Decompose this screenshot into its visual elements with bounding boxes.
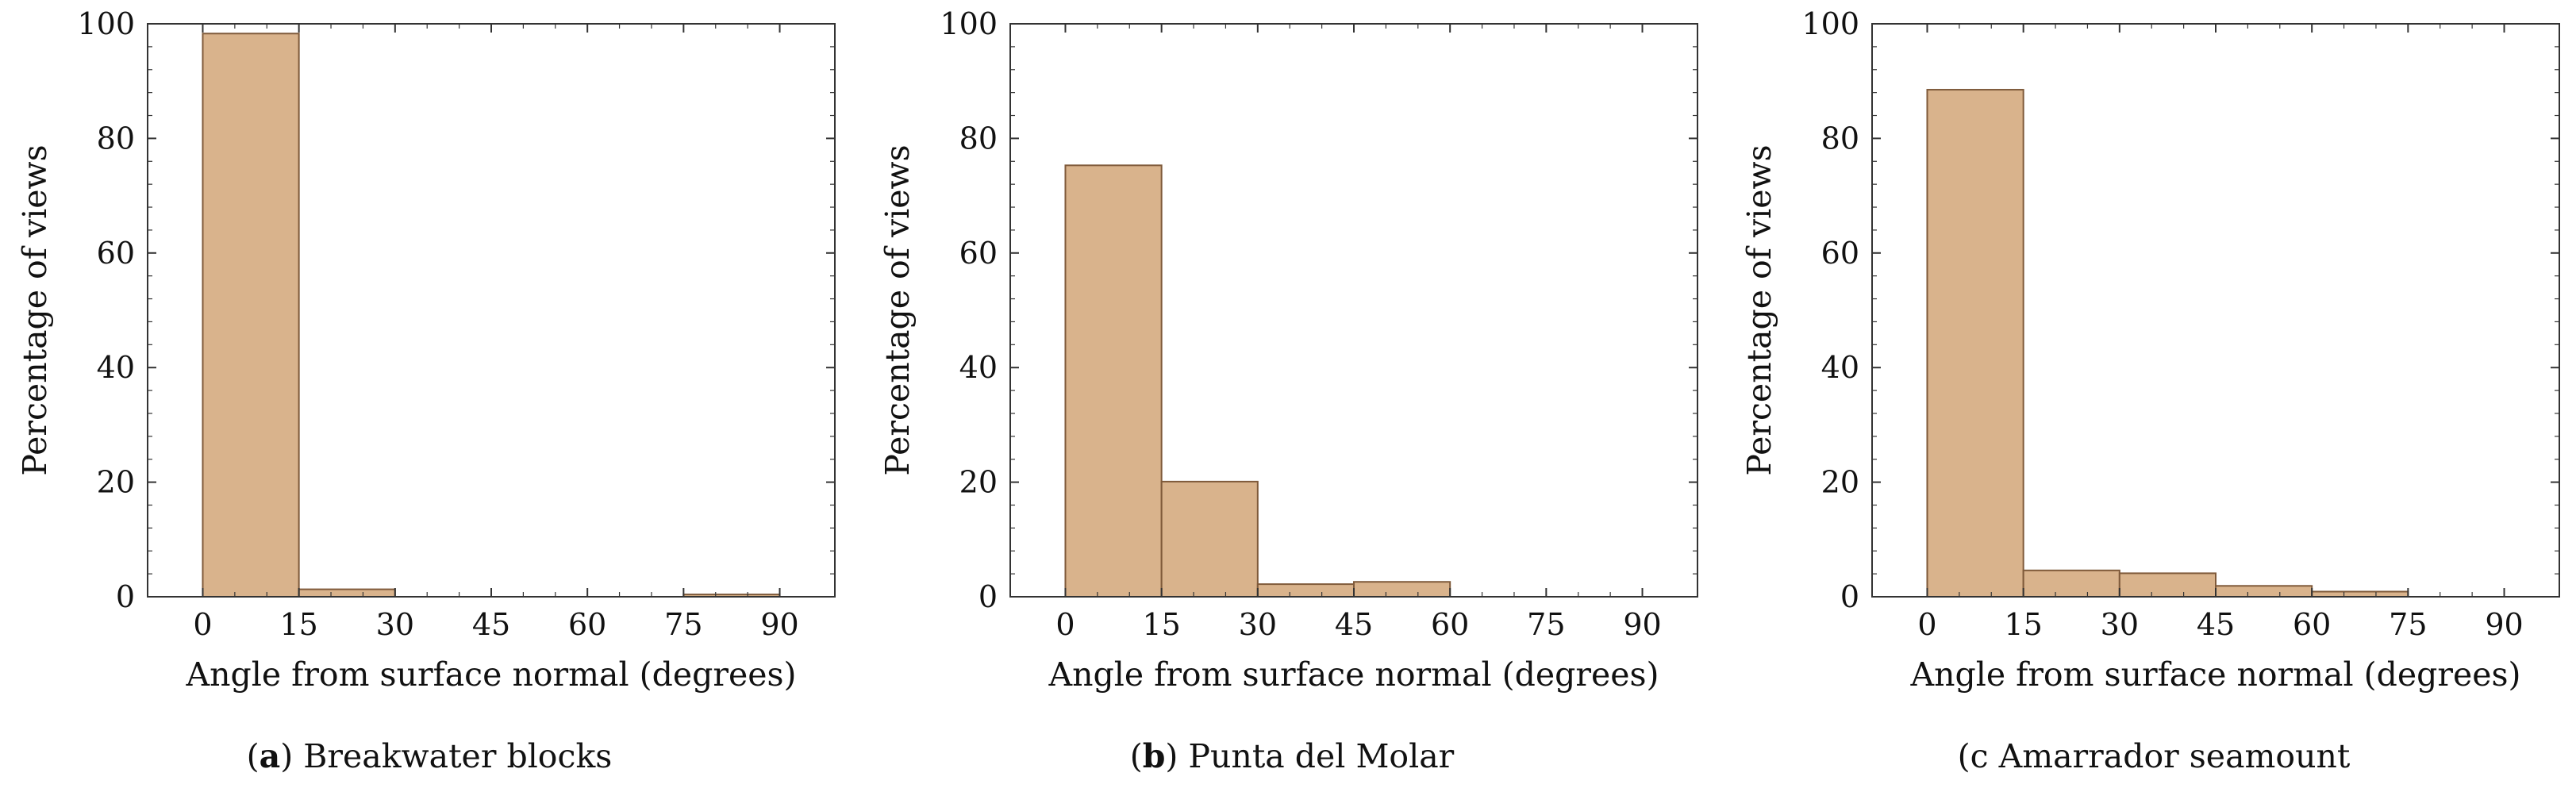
- y-tick-label: 60: [959, 236, 998, 271]
- y-tick-label: 80: [97, 121, 135, 156]
- caption-a: (a) Breakwater blocks: [0, 736, 859, 776]
- caption-b: (b) Punta del Molar: [863, 736, 1721, 776]
- x-tick-label: 30: [2101, 607, 2139, 642]
- caption-text: ) Breakwater blocks: [280, 737, 613, 775]
- y-tick-label: 20: [959, 465, 998, 500]
- x-tick-label: 60: [1431, 607, 1469, 642]
- bar-45-60: [2215, 585, 2313, 598]
- y-axis-label: Percentage of views: [1740, 144, 1778, 475]
- caption-prefix: (: [1129, 737, 1143, 775]
- y-tick-label: 40: [959, 350, 998, 385]
- chart-c: 0 20 40 60 80 100 0 15 30 45 60 75 90 Angle from surf…: [1740, 6, 2560, 694]
- bar-15-30: [1160, 480, 1259, 598]
- y-tick-label: 40: [97, 350, 135, 385]
- caption-letter: c: [1970, 737, 1989, 775]
- y-tick-label: 0: [1840, 579, 1859, 614]
- bar-45-60: [1353, 581, 1451, 598]
- y-tick-label: 20: [1821, 465, 1859, 500]
- bar-0-15: [202, 33, 300, 598]
- chart-panel-c: 0 20 40 60 80 100 0 15 30 45 60 75 90 Angle from surf…: [1724, 0, 2576, 788]
- bar-30-45: [1256, 583, 1355, 598]
- x-tick-label: 15: [1142, 607, 1180, 642]
- x-tick-label: 60: [568, 607, 606, 642]
- y-tick-label: 60: [1821, 236, 1859, 271]
- chart-panel-a: 0 20 40 60 80 100 0 15 30 45 60 75 90 Angle from surf…: [0, 0, 859, 788]
- x-tick-label: 15: [279, 607, 317, 642]
- x-tick-label: 0: [1055, 607, 1075, 642]
- x-tick-label: 60: [2293, 607, 2331, 642]
- y-tick-label: 0: [978, 579, 998, 614]
- y-axis-label: Percentage of views: [16, 144, 54, 475]
- x-tick-label: 90: [1623, 607, 1661, 642]
- bar-15-30: [298, 588, 396, 598]
- y-tick-label: 80: [1821, 121, 1859, 156]
- y-tick-label: 80: [959, 121, 998, 156]
- x-axis-label: Angle from surface normal (degrees): [185, 655, 796, 694]
- chart-b: 0 20 40 60 80 100 0 15 30 45 60 75 90 Angle from surf…: [879, 6, 1698, 694]
- chart-a: 0 20 40 60 80 100 0 15 30 45 60 75 90 Angle from surf…: [16, 6, 836, 694]
- caption-text: ) Punta del Molar: [1165, 737, 1455, 775]
- caption-prefix: (: [246, 737, 260, 775]
- x-tick-label: 15: [2004, 607, 2042, 642]
- x-tick-label: 0: [1917, 607, 1936, 642]
- bar-15-30: [2022, 569, 2120, 598]
- x-tick-label: 90: [760, 607, 798, 642]
- bar-0-15: [1064, 164, 1163, 598]
- caption-letter: b: [1142, 737, 1166, 775]
- caption-prefix: (: [1957, 737, 1970, 775]
- x-tick-label: 0: [193, 607, 212, 642]
- x-axis-label: Angle from surface normal (degrees): [1909, 655, 2520, 694]
- y-tick-label: 60: [97, 236, 135, 271]
- y-tick-label: 100: [940, 6, 998, 41]
- caption-letter: a: [259, 737, 281, 775]
- x-tick-label: 45: [472, 607, 510, 642]
- caption-c: (c Amarrador seamount: [1724, 736, 2576, 776]
- y-tick-label: 40: [1821, 350, 1859, 385]
- x-tick-label: 30: [1239, 607, 1277, 642]
- y-tick-label: 20: [97, 465, 135, 500]
- bar-0-15: [1926, 89, 2024, 598]
- bar-30-45: [2118, 572, 2217, 598]
- x-tick-label: 45: [1335, 607, 1373, 642]
- y-tick-label: 100: [77, 6, 135, 41]
- x-tick-label: 90: [2485, 607, 2523, 642]
- x-tick-label: 75: [664, 607, 702, 642]
- x-tick-label: 75: [2389, 607, 2427, 642]
- y-tick-label: 0: [116, 579, 135, 614]
- x-tick-label: 30: [376, 607, 414, 642]
- y-tick-label: 100: [1801, 6, 1859, 41]
- chart-panel-b: 0 20 40 60 80 100 0 15 30 45 60 75 90 Angle from surf…: [863, 0, 1721, 788]
- caption-text: Amarrador seamount: [1988, 737, 2351, 775]
- y-axis-label: Percentage of views: [879, 144, 917, 475]
- x-axis-label: Angle from surface normal (degrees): [1048, 655, 1659, 694]
- x-tick-label: 75: [1527, 607, 1565, 642]
- x-tick-label: 45: [2197, 607, 2235, 642]
